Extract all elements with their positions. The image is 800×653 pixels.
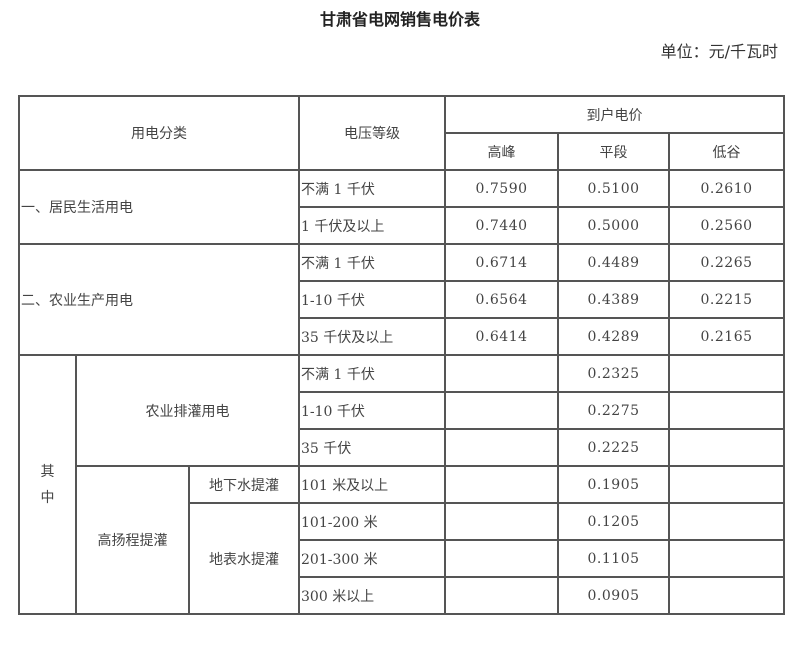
peak-cell: 0.6714 xyxy=(444,243,560,282)
flat-cell: 0.4389 xyxy=(557,280,671,319)
valley-cell: 0.2215 xyxy=(668,280,786,319)
peak-cell xyxy=(444,576,560,615)
category-of-which: 其中 xyxy=(18,354,77,615)
flat-cell: 0.2275 xyxy=(557,391,671,430)
header-voltage: 电压等级 xyxy=(298,95,447,171)
flat-cell: 0.0905 xyxy=(557,576,671,615)
table-row: 1-10 千伏 0.6564 0.4389 0.2215 xyxy=(19,280,786,319)
flat-cell: 0.5000 xyxy=(557,206,671,245)
category-residential: 一、居民生活用电 xyxy=(17,169,301,245)
category-high-lift: 高扬程提灌 xyxy=(75,465,190,615)
voltage-cell: 201-300 米 xyxy=(298,539,447,578)
voltage-cell: 101-200 米 xyxy=(298,502,447,541)
valley-cell: 0.2610 xyxy=(668,169,786,208)
valley-cell: 0.2165 xyxy=(668,317,786,356)
voltage-cell: 1-10 千伏 xyxy=(298,280,447,319)
peak-cell xyxy=(444,428,560,467)
peak-cell: 0.7590 xyxy=(444,169,560,208)
table-row: 地表水提灌 101-200 米 0.1205 xyxy=(19,502,786,615)
valley-cell xyxy=(668,502,786,541)
voltage-cell: 35 千伏 xyxy=(298,428,447,467)
valley-cell xyxy=(668,539,786,578)
category-agriculture: 二、农业生产用电 xyxy=(17,243,301,356)
valley-cell xyxy=(668,465,786,504)
flat-cell: 0.4489 xyxy=(557,243,671,282)
peak-cell: 0.6414 xyxy=(444,317,560,356)
table-row: 35 千伏 0.2225 xyxy=(19,428,786,467)
voltage-cell: 不满 1 千伏 xyxy=(298,354,447,393)
category-surface-water: 地表水提灌 xyxy=(187,502,301,615)
voltage-cell: 101 米及以上 xyxy=(298,465,447,504)
price-table: 用电分类 电压等级 到户电价 高峰 平段 低谷 一、居民生活用电 不满 1 千伏… xyxy=(17,95,786,615)
flat-cell: 0.1105 xyxy=(557,539,671,578)
flat-cell: 0.2325 xyxy=(557,354,671,393)
valley-cell: 0.2560 xyxy=(668,206,786,245)
page-title: 甘肃省电网销售电价表 xyxy=(319,10,480,29)
flat-cell: 0.1905 xyxy=(557,465,671,504)
valley-cell xyxy=(668,391,786,430)
header-valley: 低谷 xyxy=(668,132,786,171)
of-which-char-1: 其 xyxy=(40,463,55,480)
table-row: 高扬程提灌 地下水提灌 101 米及以上 0.1905 xyxy=(19,465,786,615)
category-groundwater: 地下水提灌 xyxy=(187,465,301,504)
peak-cell: 0.7440 xyxy=(444,206,560,245)
header-category: 用电分类 xyxy=(17,95,301,171)
flat-cell: 0.4289 xyxy=(557,317,671,356)
flat-cell: 0.1205 xyxy=(557,502,671,541)
table-row: 201-300 米 0.1105 xyxy=(19,539,786,578)
peak-cell xyxy=(444,502,560,541)
voltage-cell: 300 米以上 xyxy=(298,576,447,615)
table-row: 1 千伏及以上 0.7440 0.5000 0.2560 xyxy=(19,206,786,245)
table-row: 一、居民生活用电 不满 1 千伏 0.7590 0.5100 0.2610 xyxy=(17,169,786,245)
table-row: 1-10 千伏 0.2275 xyxy=(19,391,786,430)
voltage-cell: 不满 1 千伏 xyxy=(298,169,447,208)
table-row: 300 米以上 0.0905 xyxy=(19,576,786,615)
flat-cell: 0.2225 xyxy=(557,428,671,467)
unit-label: 单位：元/千瓦时 xyxy=(660,42,778,61)
header-peak: 高峰 xyxy=(444,132,560,171)
voltage-cell: 1-10 千伏 xyxy=(298,391,447,430)
peak-cell xyxy=(444,391,560,430)
valley-cell xyxy=(668,354,786,393)
valley-cell xyxy=(668,576,786,615)
peak-cell xyxy=(444,539,560,578)
table-row: 35 千伏及以上 0.6414 0.4289 0.2165 xyxy=(19,317,786,356)
valley-cell xyxy=(668,428,786,467)
valley-cell: 0.2265 xyxy=(668,243,786,282)
category-irrigation: 农业排灌用电 xyxy=(74,354,301,467)
table-row: 二、农业生产用电 不满 1 千伏 0.6714 0.4489 0.2265 xyxy=(17,243,786,356)
peak-cell xyxy=(444,465,560,504)
header-price: 到户电价 xyxy=(444,95,786,134)
of-which-char-2: 中 xyxy=(40,489,55,506)
peak-cell: 0.6564 xyxy=(444,280,560,319)
voltage-cell: 35 千伏及以上 xyxy=(298,317,447,356)
peak-cell xyxy=(444,354,560,393)
voltage-cell: 不满 1 千伏 xyxy=(298,243,447,282)
table-row: 其中 农业排灌用电 不满 1 千伏 0.2325 xyxy=(18,354,786,615)
header-flat: 平段 xyxy=(557,132,671,171)
voltage-cell: 1 千伏及以上 xyxy=(298,206,447,245)
flat-cell: 0.5100 xyxy=(557,169,671,208)
